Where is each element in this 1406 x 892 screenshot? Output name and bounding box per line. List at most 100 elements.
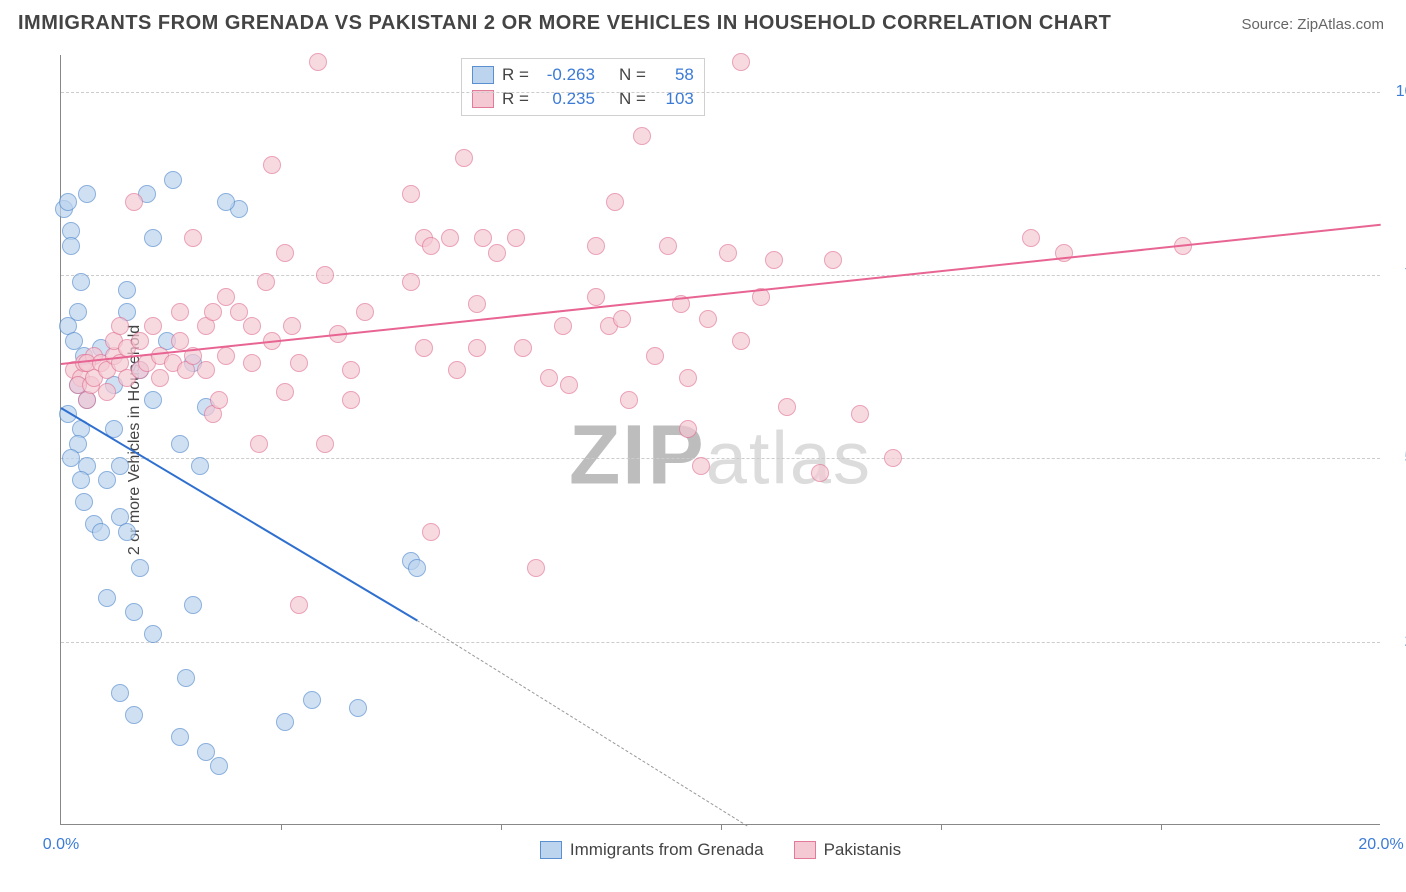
data-point <box>732 53 750 71</box>
data-point <box>422 237 440 255</box>
data-point <box>144 625 162 643</box>
x-tick-mark <box>941 824 942 830</box>
data-point <box>468 295 486 313</box>
data-point <box>111 684 129 702</box>
gridline-h <box>61 642 1380 643</box>
data-point <box>488 244 506 262</box>
data-point <box>851 405 869 423</box>
data-point <box>349 699 367 717</box>
data-point <box>342 391 360 409</box>
chart-title: IMMIGRANTS FROM GRENADA VS PAKISTANI 2 O… <box>18 12 1111 35</box>
legend-bottom-item: Immigrants from Grenada <box>540 840 764 860</box>
data-point <box>633 127 651 145</box>
data-point <box>78 185 96 203</box>
data-point <box>144 391 162 409</box>
data-point <box>408 559 426 577</box>
legend-n-value: 58 <box>654 65 694 85</box>
data-point <box>131 559 149 577</box>
legend-bottom: Immigrants from Grenada Pakistanis <box>61 840 1380 860</box>
data-point <box>527 559 545 577</box>
data-point <box>342 361 360 379</box>
data-point <box>197 743 215 761</box>
data-point <box>448 361 466 379</box>
data-point <box>72 273 90 291</box>
data-point <box>402 185 420 203</box>
data-point <box>884 449 902 467</box>
data-point <box>171 435 189 453</box>
legend-series-label: Immigrants from Grenada <box>570 840 764 860</box>
plot-area: ZIPatlas R =-0.263N =58R =0.235N =103 Im… <box>60 55 1380 825</box>
data-point <box>441 229 459 247</box>
data-point <box>217 193 235 211</box>
data-point <box>250 435 268 453</box>
data-point <box>164 171 182 189</box>
trend-line-extrapolated <box>417 620 748 826</box>
data-point <box>732 332 750 350</box>
legend-swatch <box>472 66 494 84</box>
data-point <box>144 229 162 247</box>
data-point <box>316 266 334 284</box>
data-point <box>613 310 631 328</box>
data-point <box>692 457 710 475</box>
data-point <box>587 237 605 255</box>
data-point <box>560 376 578 394</box>
data-point <box>824 251 842 269</box>
legend-swatch <box>794 841 816 859</box>
data-point <box>474 229 492 247</box>
data-point <box>243 354 261 372</box>
data-point <box>402 273 420 291</box>
data-point <box>455 149 473 167</box>
data-point <box>197 361 215 379</box>
data-point <box>679 420 697 438</box>
gridline-h <box>61 458 1380 459</box>
data-point <box>778 398 796 416</box>
data-point <box>217 347 235 365</box>
data-point <box>217 288 235 306</box>
gridline-h <box>61 92 1380 93</box>
data-point <box>125 603 143 621</box>
data-point <box>290 596 308 614</box>
data-point <box>210 391 228 409</box>
data-point <box>283 317 301 335</box>
data-point <box>171 728 189 746</box>
y-tick-label: 75.0% <box>1390 266 1406 284</box>
data-point <box>210 757 228 775</box>
data-point <box>118 523 136 541</box>
data-point <box>191 457 209 475</box>
data-point <box>98 589 116 607</box>
legend-bottom-item: Pakistanis <box>794 840 901 860</box>
data-point <box>92 523 110 541</box>
data-point <box>765 251 783 269</box>
data-point <box>540 369 558 387</box>
data-point <box>171 303 189 321</box>
data-point <box>514 339 532 357</box>
x-tick-mark <box>501 824 502 830</box>
data-point <box>587 288 605 306</box>
data-point <box>1022 229 1040 247</box>
data-point <box>171 332 189 350</box>
data-point <box>184 596 202 614</box>
data-point <box>646 347 664 365</box>
data-point <box>177 669 195 687</box>
data-point <box>98 471 116 489</box>
y-tick-label: 100.0% <box>1390 83 1406 101</box>
legend-top: R =-0.263N =58R =0.235N =103 <box>461 58 705 116</box>
data-point <box>62 449 80 467</box>
data-point <box>184 229 202 247</box>
data-point <box>507 229 525 247</box>
legend-swatch <box>472 90 494 108</box>
y-tick-label: 25.0% <box>1390 633 1406 651</box>
data-point <box>316 435 334 453</box>
legend-series-label: Pakistanis <box>824 840 901 860</box>
x-tick-mark <box>1161 824 1162 830</box>
data-point <box>125 706 143 724</box>
data-point <box>62 237 80 255</box>
legend-swatch <box>540 841 562 859</box>
legend-n-label: N = <box>619 65 646 85</box>
data-point <box>243 317 261 335</box>
data-point <box>144 317 162 335</box>
data-point <box>719 244 737 262</box>
data-point <box>59 193 77 211</box>
legend-top-row: R =-0.263N =58 <box>472 63 694 87</box>
data-point <box>290 354 308 372</box>
